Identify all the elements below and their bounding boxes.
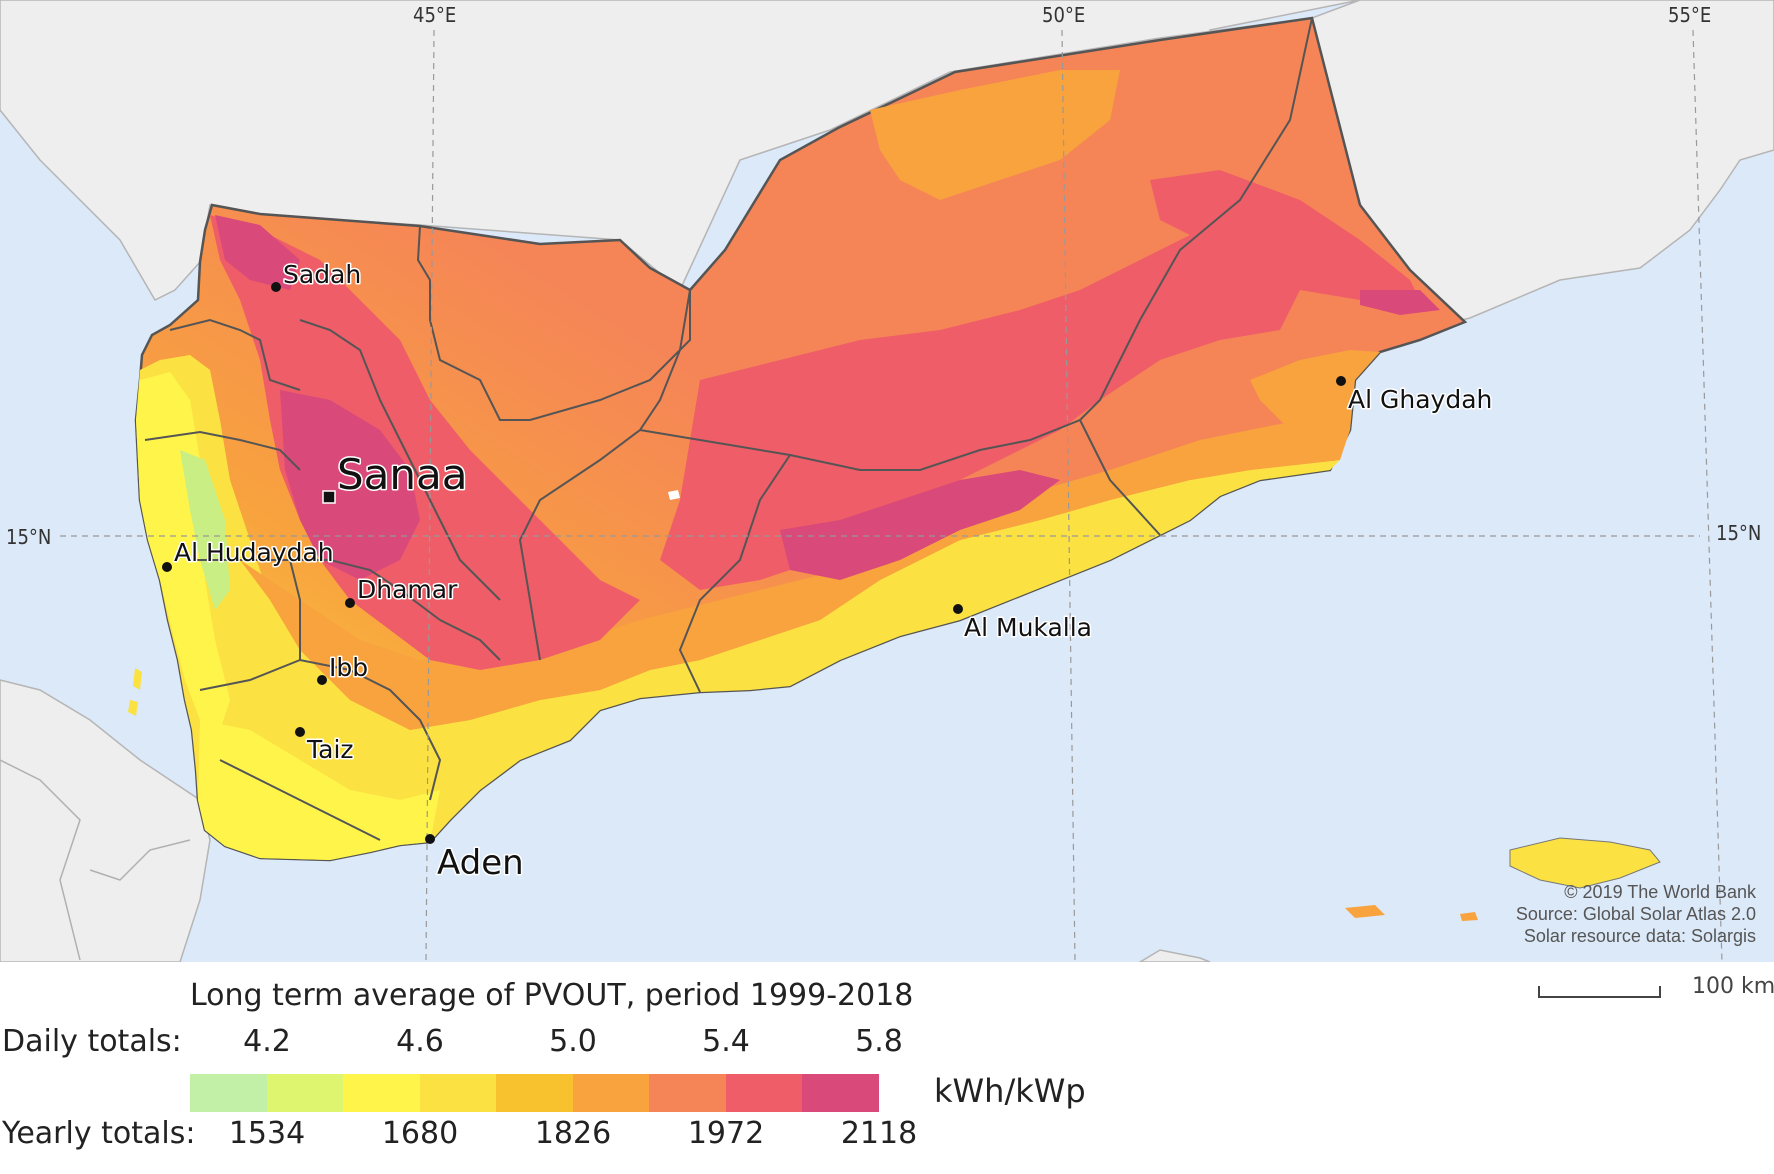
color-swatch-8 [802, 1074, 879, 1112]
governorate-borders [144, 17, 1313, 841]
city-label-ibb: Ibb [329, 653, 368, 682]
lon-label-45e: 45°E [413, 3, 456, 27]
yearly-tick: 1534 [228, 1116, 306, 1151]
yearly-tick: 1972 [687, 1116, 765, 1151]
daily-tick: 4.2 [243, 1024, 291, 1059]
color-swatch-2 [343, 1074, 420, 1112]
color-swatch-4 [496, 1074, 573, 1112]
yearly-tick: 1826 [534, 1116, 612, 1151]
city-marker-dhamar [345, 598, 355, 608]
lon-label-50e: 50°E [1042, 3, 1085, 27]
color-scale [190, 1074, 879, 1112]
zone-desert-north [870, 70, 1120, 200]
daily-tick: 5.8 [855, 1024, 903, 1059]
city-marker-taiz [295, 727, 305, 737]
scale-bar-label: 100 km [1692, 974, 1774, 999]
yearly-totals-label: Yearly totals: [2, 1116, 196, 1151]
daily-tick: 4.6 [396, 1024, 444, 1059]
zone-coast-yellow [136, 355, 1340, 860]
city-label-dhamar: Dhamar [357, 575, 458, 604]
color-swatch-3 [419, 1074, 496, 1112]
islands [128, 490, 1661, 921]
city-marker-sanaa [322, 490, 336, 504]
legend: Long term average of PVOUT, period 1999-… [0, 962, 1774, 1174]
color-swatch-0 [190, 1074, 267, 1112]
credit-copyright: © 2019 The World Bank [1564, 882, 1757, 902]
zone-west-green [180, 450, 230, 610]
zone-highland-sanaa [280, 390, 420, 580]
zone-west-lightyellow [136, 372, 230, 760]
credit-source: Source: Global Solar Atlas 2.0 [1516, 904, 1756, 924]
color-swatch-7 [725, 1074, 802, 1112]
zone-plateau-east [1150, 170, 1420, 300]
legend-unit: kWh/kWp [934, 1072, 1086, 1110]
lat-label-15n-left: 15°N [6, 525, 51, 549]
city-label-al-mukalla: Al Mukalla [964, 613, 1092, 642]
city-label-aden: Aden [437, 843, 524, 883]
city-label-taiz: Taiz [306, 735, 354, 764]
credit-resource: Solar resource data: Solargis [1524, 926, 1756, 946]
city-marker-aden [425, 834, 435, 844]
city-marker-al-hudaydah [162, 562, 172, 572]
yearly-tick: 1680 [381, 1116, 459, 1151]
legend-title: Long term average of PVOUT, period 1999-… [190, 978, 914, 1013]
map-canvas: 45°E 50°E 55°E 15°N 15°N Sadah Sanaa Al … [0, 0, 1774, 962]
city-marker-sadah [271, 282, 281, 292]
color-swatch-1 [266, 1074, 343, 1112]
zone-highland-west [210, 215, 640, 670]
graticule [60, 29, 1723, 962]
scale-bar-100km [1538, 986, 1661, 998]
daily-tick: 5.4 [702, 1024, 750, 1059]
yearly-tick: 2118 [840, 1116, 918, 1151]
color-swatch-6 [649, 1074, 726, 1112]
city-label-sadah: Sadah [283, 260, 361, 289]
zone-east-coast [1250, 350, 1380, 460]
city-marker-al-ghaydah [1336, 376, 1346, 386]
zone-plateau-hot [780, 470, 1060, 580]
city-label-al-hudaydah: Al Hudaydah [174, 538, 334, 567]
zone-plateau-hot-2 [1360, 290, 1440, 315]
lat-label-15n-right: 15°N [1716, 521, 1761, 545]
city-marker-al-mukalla [953, 604, 963, 614]
city-label-sanaa: Sanaa [337, 450, 468, 499]
map-area: 45°E 50°E 55°E 15°N 15°N Sadah Sanaa Al … [0, 0, 1774, 962]
zone-highland-sadah [215, 215, 300, 290]
daily-totals-label: Daily totals: [2, 1024, 182, 1059]
land-somalia [1138, 949, 1211, 962]
daily-tick: 5.0 [549, 1024, 597, 1059]
city-label-al-ghaydah: Al Ghaydah [1348, 385, 1492, 414]
lon-label-55e: 55°E [1668, 3, 1711, 27]
color-swatch-5 [572, 1074, 649, 1112]
zone-southwest-yellow [198, 720, 440, 860]
city-marker-ibb [317, 675, 327, 685]
